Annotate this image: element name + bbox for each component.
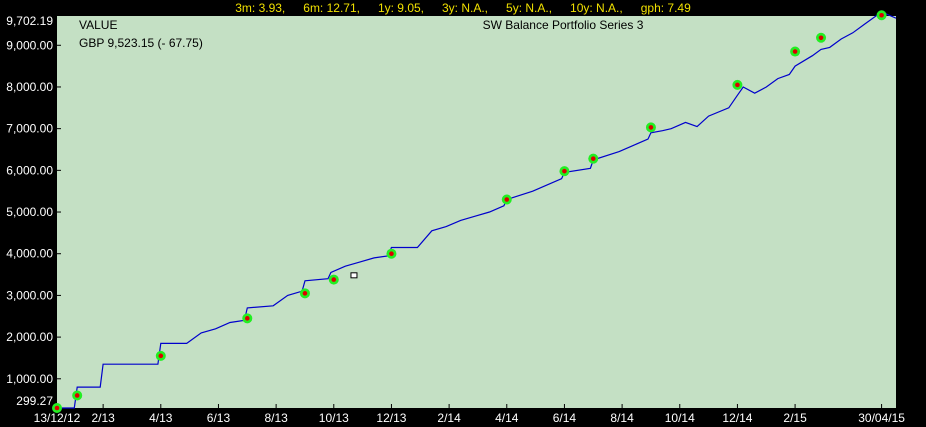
marker-dot	[54, 405, 60, 411]
transaction-marker[interactable]	[876, 10, 887, 21]
transaction-marker[interactable]	[299, 288, 310, 299]
x-tick-label: 10/14	[665, 411, 695, 425]
marker-dot	[74, 393, 80, 398]
x-axis: 13/12/12 2/13 4/13 6/13 8/13 10/13 12/13 2/14 4/…	[34, 411, 906, 425]
y-tick-label: 5,000.00	[6, 205, 53, 219]
x-tick-label: 6/14	[553, 411, 577, 425]
current-value: GBP 9,523.15 (- 67.75)	[79, 36, 203, 50]
y-tick-label: 4,000.00	[6, 247, 53, 261]
marker-dot	[590, 156, 596, 161]
stat-gph: gph: 7.49	[640, 1, 691, 15]
marker-dot	[504, 197, 510, 202]
transaction-marker[interactable]	[155, 350, 166, 361]
x-tick-label: 13/12/12	[34, 411, 81, 425]
stat-5y: 5y: N.A.,	[506, 1, 553, 15]
stat-3m: 3m: 3.93,	[235, 1, 286, 15]
x-tick-label: 12/13	[376, 411, 406, 425]
x-tick-label: 12/14	[722, 411, 752, 425]
transaction-marker[interactable]	[242, 313, 253, 324]
transaction-marker[interactable]	[645, 122, 656, 133]
marker-dot	[879, 12, 884, 18]
marker-dot	[302, 291, 308, 296]
transaction-marker[interactable]	[790, 46, 801, 57]
y-min-label: 299.27	[16, 394, 53, 408]
x-tick-label: 8/14	[610, 411, 634, 425]
transaction-marker[interactable]	[588, 153, 599, 164]
marker-dot	[792, 49, 798, 54]
value-label: VALUE	[79, 18, 117, 32]
y-tick-label: 3,000.00	[6, 288, 53, 302]
transaction-markers	[52, 10, 887, 413]
transaction-marker[interactable]	[328, 274, 339, 285]
marker-dot	[735, 82, 740, 88]
marker-dot	[244, 316, 250, 321]
y-axis: 1,000.00 2,000.00 3,000.00 4,000.00 5,000.00…	[6, 14, 53, 408]
transaction-marker[interactable]	[816, 32, 827, 43]
y-tick-label: 2,000.00	[6, 330, 53, 344]
stat-1y: 1y: 9.05,	[377, 1, 424, 15]
note-marker[interactable]	[350, 272, 358, 279]
stat-3y: 3y: N.A.,	[442, 1, 489, 15]
x-tick-label: 30/04/15	[858, 411, 905, 425]
x-tick-label: 4/14	[495, 411, 519, 425]
transaction-marker[interactable]	[52, 403, 62, 413]
plot-area[interactable]	[57, 16, 896, 408]
performance-stats-bar: 3m: 3.93, 6m: 12.71, 1y: 9.05, 3y: N.A.,…	[0, 0, 926, 16]
y-max-label: 9,702.19	[6, 14, 53, 28]
transaction-marker[interactable]	[501, 194, 512, 205]
chart-title: SW Balance Portfolio Series 3	[483, 18, 644, 32]
marker-dot	[818, 35, 824, 41]
transaction-marker[interactable]	[732, 79, 743, 90]
marker-dot	[648, 125, 654, 130]
y-tick-label: 8,000.00	[6, 80, 53, 94]
x-tick-label: 8/13	[264, 411, 288, 425]
marker-dot	[331, 277, 337, 282]
grid-lines	[56, 44, 883, 408]
x-tick-label: 4/13	[149, 411, 173, 425]
marker-dot	[562, 168, 567, 174]
x-tick-label: 6/13	[207, 411, 231, 425]
transaction-marker[interactable]	[386, 248, 397, 259]
y-tick-label: 7,000.00	[6, 122, 53, 136]
x-tick-label: 2/13	[91, 411, 115, 425]
marker-dot	[389, 251, 394, 257]
y-tick-label: 6,000.00	[6, 163, 53, 177]
x-tick-label: 2/14	[437, 411, 461, 425]
transaction-marker[interactable]	[559, 166, 570, 177]
stat-10y: 10y: N.A.,	[570, 1, 623, 15]
transaction-marker[interactable]	[72, 390, 83, 401]
y-tick-label: 1,000.00	[6, 372, 53, 386]
marker-dot	[158, 353, 164, 359]
x-tick-label: 2/15	[783, 411, 807, 425]
y-tick-label: 9,000.00	[6, 38, 53, 52]
stat-6m: 6m: 12.71,	[303, 1, 360, 15]
x-tick-label: 10/13	[319, 411, 349, 425]
